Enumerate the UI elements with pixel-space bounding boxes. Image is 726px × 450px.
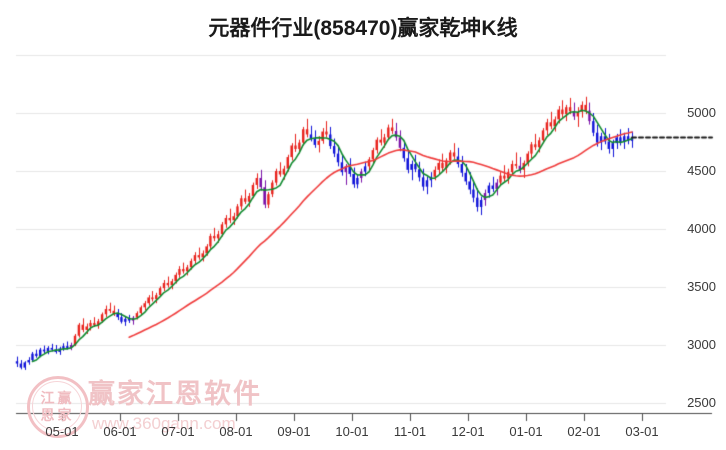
x-axis-tick-label: 11-01 (393, 424, 427, 439)
x-axis-tick-label: 01-01 (509, 424, 543, 439)
y-axis-tick-label: 5000 (687, 105, 716, 120)
y-axis-tick-label: 2500 (687, 395, 716, 410)
y-axis-tick-label: 3500 (687, 279, 716, 294)
x-axis-tick-label: 02-01 (567, 424, 601, 439)
y-axis-tick-label: 4500 (687, 163, 716, 178)
x-axis-tick-label: 08-01 (219, 424, 253, 439)
y-axis-tick-label: 3000 (687, 337, 716, 352)
x-axis-tick-label: 09-01 (277, 424, 311, 439)
x-axis-tick-label: 05-01 (45, 424, 79, 439)
y-axis-tick-label: 4000 (687, 221, 716, 236)
x-axis-tick-label: 07-01 (161, 424, 195, 439)
x-axis-tick-label: 06-01 (103, 424, 137, 439)
x-axis-tick-label: 10-01 (335, 424, 369, 439)
x-axis-tick-label: 03-01 (625, 424, 659, 439)
x-axis-tick-label: 12-01 (451, 424, 485, 439)
